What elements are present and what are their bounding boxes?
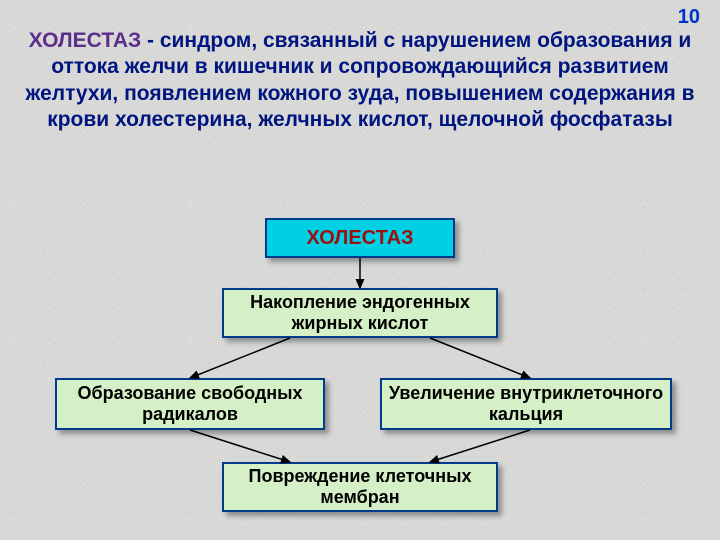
flow-node-n4: Увеличение внутриклеточного кальция <box>380 378 672 430</box>
flow-node-n5: Повреждение клеточных мембран <box>222 462 498 512</box>
flow-edge-4 <box>430 430 530 462</box>
flow-node-n2: Накопление эндогенных жирных кислот <box>222 288 498 338</box>
definition-heading: ХОЛЕСТАЗ - синдром, связанный с нарушени… <box>20 28 700 133</box>
flow-node-n3: Образование свободных радикалов <box>55 378 325 430</box>
flow-edge-3 <box>190 430 290 462</box>
flow-node-n1: ХОЛЕСТАЗ <box>265 218 455 258</box>
definition-term: ХОЛЕСТАЗ <box>29 29 142 52</box>
flow-edge-2 <box>430 338 530 378</box>
flow-edge-1 <box>190 338 290 378</box>
page-number: 10 <box>678 6 700 29</box>
